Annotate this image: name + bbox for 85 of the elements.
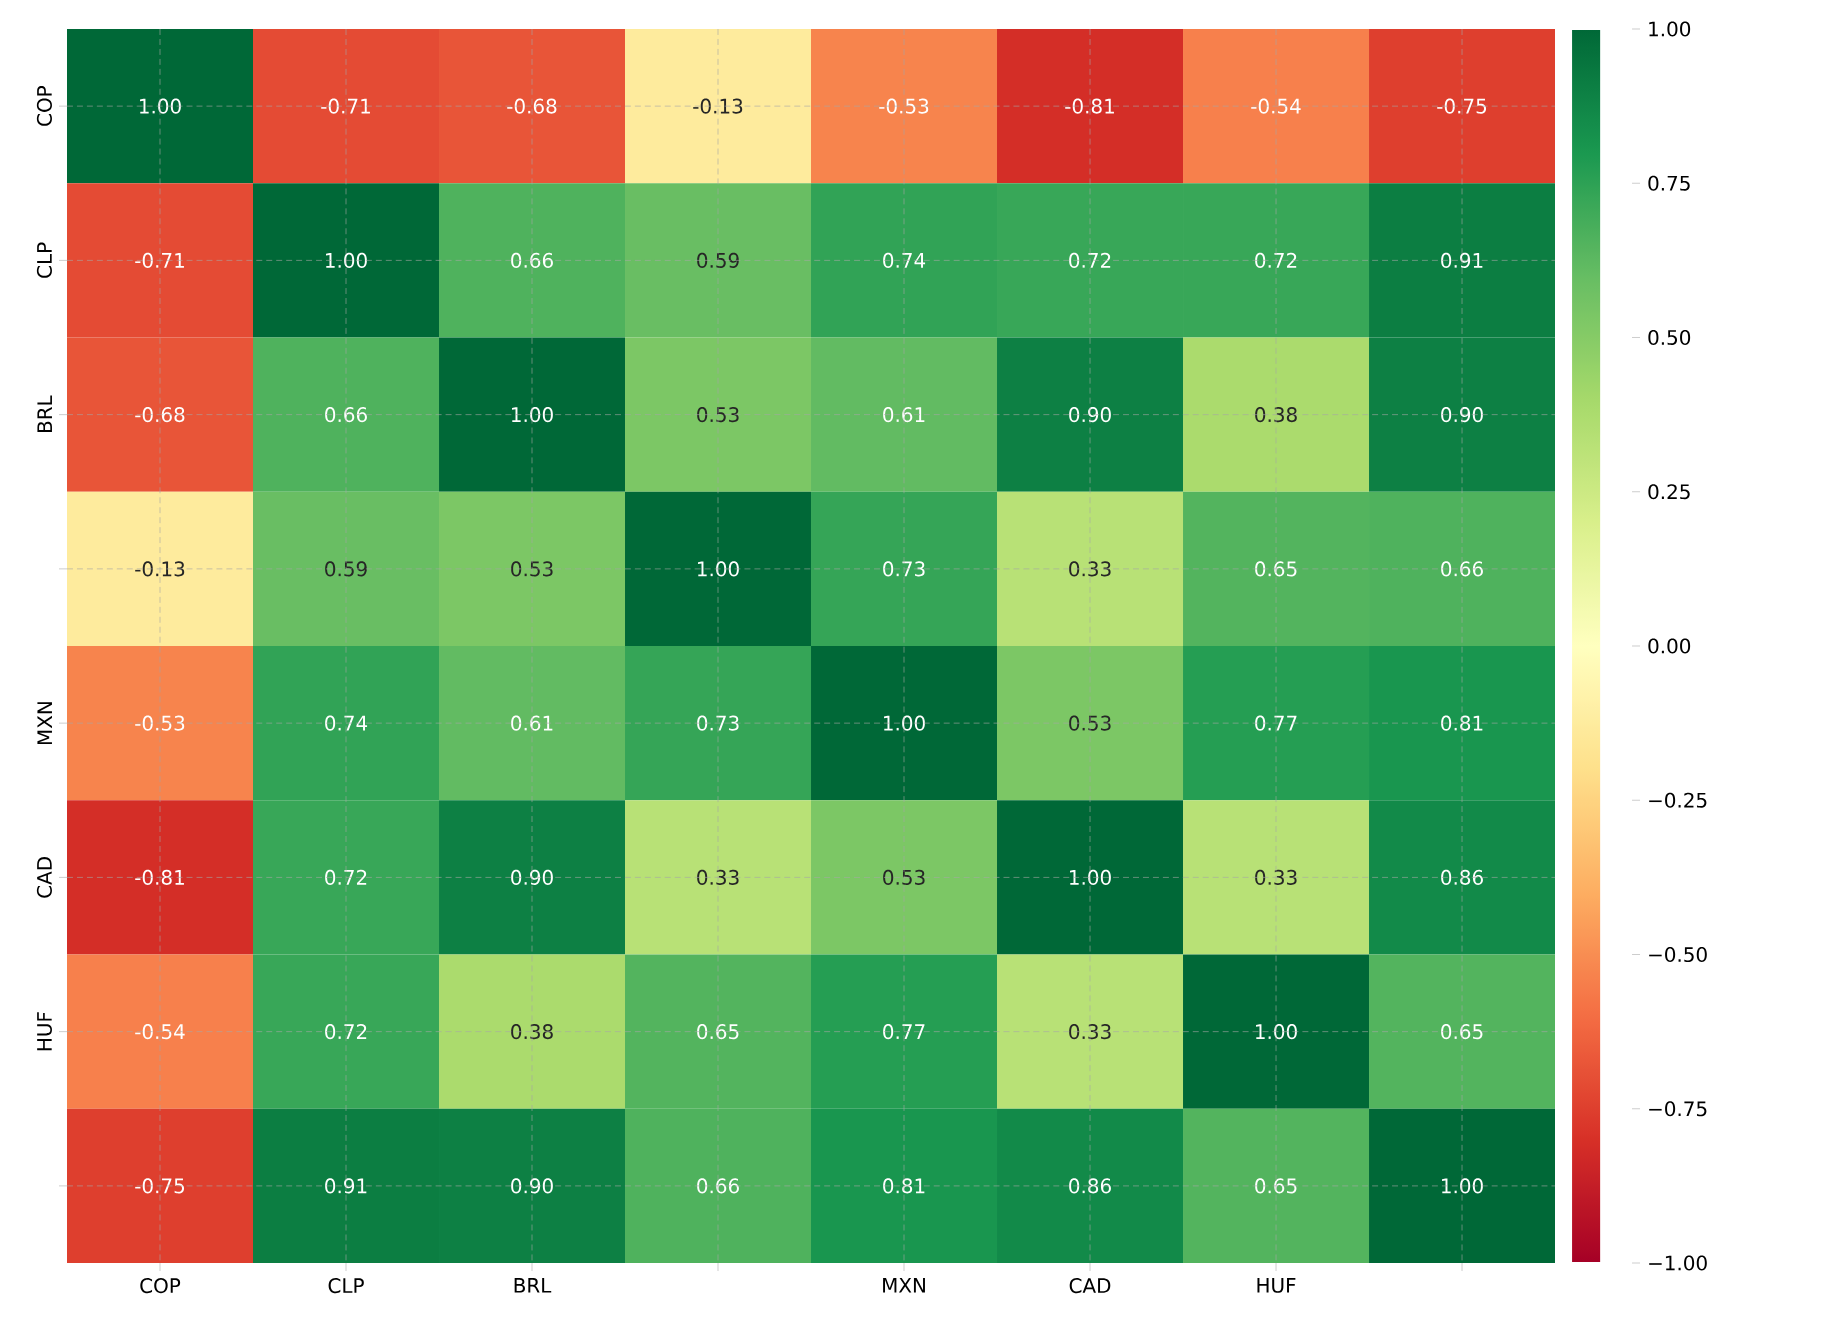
data-label: 0.66 [325, 407, 367, 423]
x-tick-label: MXN [883, 1278, 925, 1293]
color-bar-label: −1.00 [1649, 1255, 1707, 1271]
data-label: 0.81 [1441, 715, 1483, 731]
data-label: 0.90 [1069, 407, 1111, 423]
data-label: 1.00 [512, 407, 553, 423]
data-label: 0.65 [1441, 1024, 1483, 1040]
y-tick-label: CAD [36, 857, 52, 898]
data-label: 0.77 [1255, 715, 1297, 731]
data-label: 0.65 [1255, 1178, 1297, 1194]
data-label: 0.53 [697, 407, 739, 423]
data-label: -0.54 [135, 1024, 185, 1040]
data-label: 0.33 [1069, 1024, 1111, 1040]
data-label: -0.13 [693, 98, 743, 114]
data-label: -0.75 [1437, 98, 1487, 114]
x-tick-label: BRL [514, 1278, 552, 1293]
data-label: -0.81 [135, 869, 184, 885]
data-label: -0.71 [321, 98, 370, 114]
data-label: 0.33 [1255, 869, 1297, 885]
data-label: 0.66 [1441, 561, 1483, 577]
data-label: -0.13 [135, 561, 185, 577]
data-label: 0.73 [697, 715, 739, 731]
data-label: 0.86 [1069, 1178, 1111, 1194]
data-label: 0.81 [883, 1178, 925, 1194]
data-label: 0.66 [511, 252, 553, 268]
data-label: 0.66 [697, 1178, 739, 1194]
y-tick-label: BRL [37, 395, 52, 432]
data-label: 0.72 [325, 1024, 367, 1040]
data-label: -0.68 [507, 98, 557, 114]
data-label: 0.74 [325, 715, 368, 731]
data-label: 1.00 [1442, 1178, 1483, 1194]
x-tick-label: COP [140, 1278, 181, 1294]
color-bar-label: 0.75 [1648, 175, 1690, 191]
color-bar-label: −0.75 [1649, 1101, 1707, 1117]
data-label: 1.00 [698, 561, 739, 577]
y-tick-label: MXN [37, 702, 52, 745]
data-label: 0.33 [697, 869, 739, 885]
data-label: 0.61 [511, 715, 553, 731]
data-label: 0.53 [883, 869, 925, 885]
data-label: 0.72 [325, 869, 367, 885]
data-label: 0.91 [325, 1178, 367, 1194]
data-label: 0.86 [1441, 869, 1483, 885]
x-tick-label: HUF [1257, 1278, 1296, 1293]
data-label: 0.91 [1441, 252, 1483, 268]
data-label: -0.53 [135, 715, 185, 731]
color-bar-label: 1.00 [1649, 21, 1691, 37]
x-tick-label: CAD [1069, 1278, 1111, 1294]
data-label: 0.59 [697, 252, 739, 268]
y-tick-label: HUF [37, 1012, 52, 1051]
data-label: 0.59 [325, 561, 367, 577]
data-label: 0.74 [883, 252, 926, 268]
data-label: 1.00 [140, 98, 181, 114]
data-label: 0.73 [883, 561, 925, 577]
data-label: -0.75 [135, 1178, 185, 1194]
data-label: 0.38 [1255, 407, 1297, 423]
color-bar-label: −0.50 [1649, 946, 1707, 963]
data-label: 1.00 [1256, 1024, 1297, 1040]
data-label: 0.53 [1069, 715, 1111, 731]
data-label: -0.68 [135, 407, 185, 423]
data-label: -0.54 [1251, 98, 1301, 114]
data-label: 0.90 [511, 1178, 553, 1194]
data-label: -0.71 [135, 252, 184, 268]
data-label: 0.72 [1255, 252, 1297, 268]
data-label: 0.33 [1069, 561, 1111, 577]
color-bar-label: 0.50 [1648, 329, 1691, 346]
data-label: 0.65 [697, 1024, 739, 1040]
y-tick-label: COP [36, 86, 52, 126]
data-label: 0.77 [883, 1024, 925, 1040]
data-label: 0.61 [883, 407, 925, 423]
color-bar-label: 0.25 [1648, 484, 1690, 500]
data-label: 0.90 [1441, 407, 1483, 423]
color-bar-label: −0.25 [1649, 792, 1707, 808]
x-tick-label: CLP [328, 1278, 364, 1294]
data-label: 0.90 [511, 869, 553, 885]
data-label: 0.38 [511, 1024, 553, 1040]
data-label: 1.00 [326, 252, 367, 268]
y-tick-label: CLP [36, 242, 52, 278]
data-label: -0.53 [879, 98, 929, 114]
data-label: 1.00 [884, 715, 925, 731]
data-label: 0.53 [511, 561, 553, 577]
data-label: 1.00 [1070, 869, 1111, 885]
data-label: 0.65 [1255, 561, 1297, 577]
color-bar-label: 0.00 [1648, 638, 1691, 654]
data-label: -0.81 [1065, 98, 1114, 114]
data-label: 0.72 [1069, 252, 1111, 268]
